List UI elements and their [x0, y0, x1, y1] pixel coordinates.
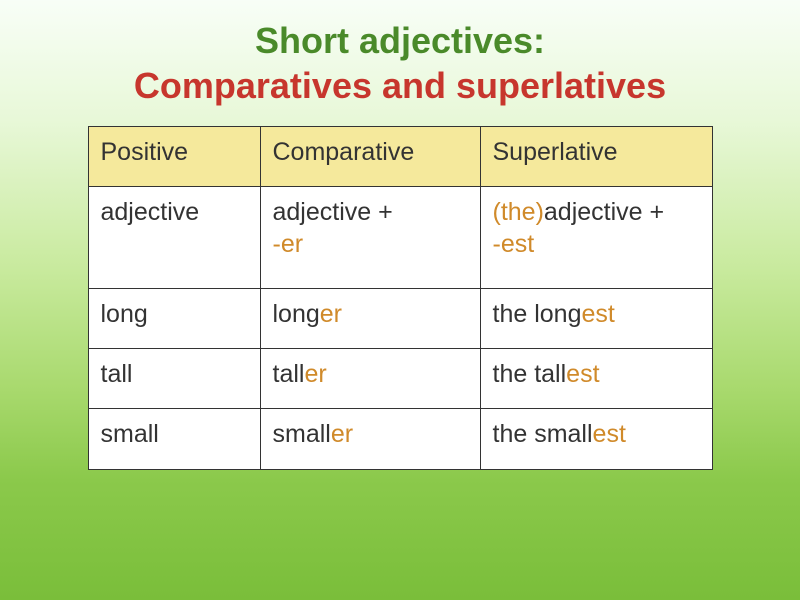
table-rule-row: adjective adjective + -er (the)adjective… [88, 187, 712, 289]
header-positive: Positive [88, 127, 260, 187]
header-comparative: Comparative [260, 127, 480, 187]
rule-sup-article: (the) [493, 198, 544, 226]
rule-comparative: adjective + -er [260, 187, 480, 289]
cell-superlative: the longest [480, 288, 712, 348]
sup-suffix: est [566, 360, 599, 388]
rule-superlative: (the)adjective + -est [480, 187, 712, 289]
rule-sup-suffix: -est [493, 230, 535, 258]
slide-title: Short adjectives: Comparatives and super… [40, 18, 760, 108]
sup-prefix: the [493, 300, 535, 328]
comp-suffix: er [320, 300, 342, 328]
cell-positive: tall [88, 349, 260, 409]
comp-suffix: er [331, 420, 353, 448]
sup-prefix: the [493, 420, 535, 448]
sup-prefix: the [493, 360, 535, 388]
cell-positive: small [88, 409, 260, 469]
rule-comp-base: adjective + [273, 198, 393, 226]
cell-superlative: the tallest [480, 349, 712, 409]
comp-suffix: er [304, 360, 326, 388]
cell-positive: long [88, 288, 260, 348]
cell-comparative: smaller [260, 409, 480, 469]
slide: Short adjectives: Comparatives and super… [0, 0, 800, 600]
rule-comp-suffix: -er [273, 230, 304, 258]
sup-stem: small [534, 420, 592, 448]
comp-stem: small [273, 420, 331, 448]
title-line1: Short adjectives: [40, 18, 760, 63]
header-superlative: Superlative [480, 127, 712, 187]
rule-sup-base: adjective + [544, 198, 664, 226]
sup-suffix: est [581, 300, 614, 328]
rule-positive: adjective [88, 187, 260, 289]
cell-comparative: taller [260, 349, 480, 409]
table-header-row: Positive Comparative Superlative [88, 127, 712, 187]
table-row: long longer the longest [88, 288, 712, 348]
comp-stem: tall [273, 360, 305, 388]
sup-stem: long [534, 300, 581, 328]
grammar-table: Positive Comparative Superlative adjecti… [88, 126, 713, 470]
comp-stem: long [273, 300, 320, 328]
table-row: tall taller the tallest [88, 349, 712, 409]
sup-stem: tall [534, 360, 566, 388]
table-row: small smaller the smallest [88, 409, 712, 469]
title-line2: Comparatives and superlatives [40, 63, 760, 108]
sup-suffix: est [593, 420, 626, 448]
cell-comparative: longer [260, 288, 480, 348]
cell-superlative: the smallest [480, 409, 712, 469]
